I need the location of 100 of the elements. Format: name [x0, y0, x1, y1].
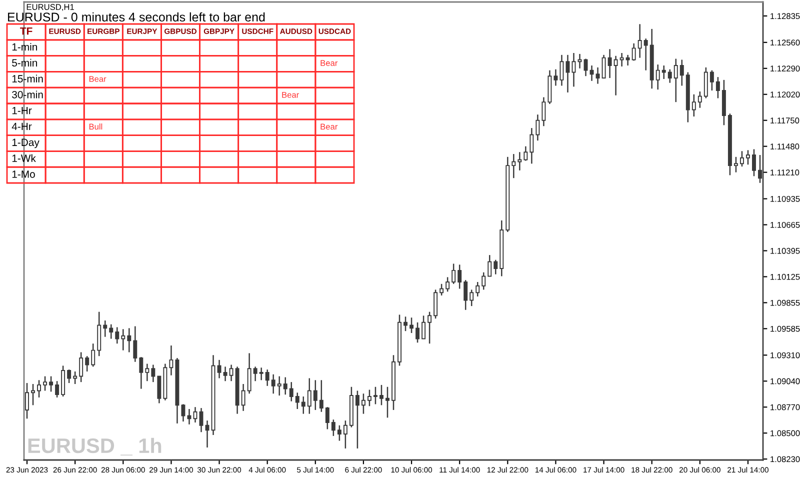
candlestick: [614, 55, 618, 96]
category-label: 1-min: [12, 42, 37, 51]
category-label: 1-Wk: [12, 154, 36, 162]
y-tick-label: 1.09040: [770, 378, 800, 384]
candlestick: [367, 389, 372, 407]
candlestick: [115, 326, 120, 344]
candlestick: [145, 363, 150, 382]
candlestick: [620, 52, 624, 68]
candlestick: [289, 381, 294, 402]
candlestick: [494, 259, 498, 275]
candlestick: [373, 386, 378, 405]
candlestick: [217, 359, 222, 379]
candlestick: [674, 58, 678, 103]
candlestick: [464, 279, 468, 311]
candlestick: [49, 376, 54, 392]
candlestick: [355, 390, 360, 450]
text: Bear: [89, 76, 106, 82]
candlestick: [307, 378, 312, 414]
candlestick: [536, 114, 540, 142]
y-tick-label: 1.12020: [770, 92, 800, 98]
candlestick: [434, 289, 438, 320]
candlestick: [458, 264, 462, 290]
candlestick: [530, 127, 534, 164]
candlestick: [470, 289, 474, 307]
candlestick: [422, 315, 426, 340]
y-tick-label: 1.10395: [770, 248, 800, 254]
y-tick-label: 1.08770: [770, 404, 800, 410]
candlestick: [271, 374, 276, 394]
y-tick-label: 1.11750: [770, 118, 800, 124]
candlestick: [313, 380, 318, 411]
category-label: 1-Mo: [12, 170, 35, 178]
candlestick: [67, 368, 72, 384]
candlestick: [542, 96, 546, 127]
candlestick: [73, 370, 78, 385]
candlestick: [85, 355, 90, 372]
candlestick: [241, 383, 246, 412]
candlestick: [482, 272, 486, 290]
candlestick: [602, 54, 606, 79]
candlestick: [488, 254, 492, 277]
candlestick: [37, 380, 42, 398]
candlestick: [25, 382, 29, 420]
candlestick: [440, 283, 444, 296]
candlestick: [343, 420, 348, 450]
text: TF: [20, 27, 32, 35]
category-label: 5-min: [12, 58, 37, 67]
y-tick-label: 1.10125: [770, 274, 800, 280]
candlestick: [187, 408, 192, 426]
candlestick: [91, 342, 96, 368]
candlestick: [193, 406, 198, 424]
y-tick-label: 1.12290: [770, 66, 800, 72]
candlestick: [337, 424, 342, 442]
candlestick: [560, 54, 564, 86]
text: Bull: [89, 123, 102, 130]
y-tick-label: 1.12560: [770, 40, 800, 46]
candlestick: [746, 150, 750, 166]
candlestick: [554, 68, 558, 86]
candlestick: [410, 316, 414, 334]
candlestick: [259, 367, 264, 381]
candlestick: [331, 418, 336, 437]
category-label: 30-min: [12, 90, 43, 98]
candlestick: [584, 58, 588, 77]
candlestick: [680, 59, 684, 86]
y-tick-label: 1.09855: [770, 300, 800, 306]
candlestick: [31, 383, 35, 406]
y-tick-label: 1.11480: [770, 144, 800, 150]
category-label: 1-Day: [12, 138, 40, 148]
candlestick: [662, 64, 666, 80]
candlestick: [169, 344, 174, 376]
candlestick: [608, 48, 612, 79]
candlestick: [752, 148, 756, 177]
candlestick: [404, 316, 408, 332]
candlestick: [121, 328, 126, 351]
category-label: 4-Hr: [12, 122, 32, 130]
candlestick: [716, 76, 720, 99]
candlestick: [295, 392, 300, 410]
candlestick: [133, 326, 138, 362]
candlestick: [656, 64, 660, 90]
candlestick: [103, 320, 108, 338]
text: Bear: [282, 92, 299, 98]
y-tick-label: 1.10935: [770, 196, 800, 202]
candlestick: [698, 90, 702, 108]
candlestick: [518, 151, 522, 172]
candlestick: [301, 396, 306, 414]
candlestick: [386, 386, 390, 418]
candlestick: [79, 352, 84, 383]
candlestick: [181, 404, 186, 422]
candlestick: [319, 380, 324, 413]
candlestick: [428, 311, 432, 344]
y-tick-label: 1.08500: [770, 430, 800, 436]
y-tick-label: 1.10665: [770, 222, 800, 228]
candlestick: [644, 38, 648, 71]
y-tick-label: 1.11210: [770, 170, 800, 176]
candlestick: [512, 153, 516, 179]
candlestick: [325, 406, 330, 430]
category-label: 15-min: [12, 74, 43, 82]
candlestick: [253, 366, 258, 382]
candlestick: [199, 407, 204, 433]
y-tick-label: 1.08230: [770, 456, 800, 462]
candlestick: [109, 324, 114, 340]
candlestick: [416, 322, 420, 344]
